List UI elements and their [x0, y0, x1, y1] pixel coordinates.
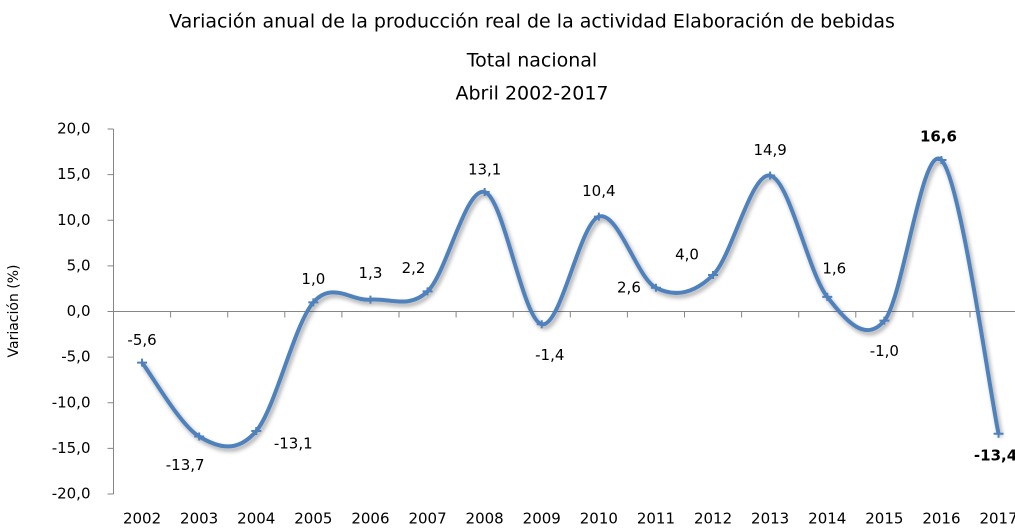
marker — [765, 171, 776, 180]
x-tick-label: 2008 — [466, 510, 504, 528]
y-axis-label: Variación (%) — [6, 265, 22, 358]
y-tick-label: 10,0 — [57, 211, 90, 229]
marker — [365, 295, 376, 304]
y-tick-label: -20,0 — [52, 485, 91, 503]
marker — [936, 156, 947, 165]
data-label: 14,9 — [753, 141, 786, 159]
x-tick-label: 2010 — [580, 510, 618, 528]
data-label: -13,1 — [274, 435, 313, 453]
line — [140, 156, 1001, 449]
marker — [536, 320, 547, 329]
marker — [194, 432, 205, 441]
x-tick-label: 2003 — [180, 510, 218, 528]
data-label: 4,0 — [675, 246, 699, 264]
marker — [479, 187, 490, 196]
y-tick-label: 0,0 — [67, 302, 91, 320]
data-label: 2,6 — [617, 278, 641, 296]
x-tick-label: 2011 — [637, 510, 675, 528]
marker — [822, 292, 833, 301]
marker — [593, 212, 604, 221]
y-tick-label: 20,0 — [57, 120, 90, 138]
data-label: 13,1 — [468, 160, 501, 178]
data-label: 2,2 — [402, 259, 426, 277]
marker — [137, 358, 148, 367]
y-tick-label: 5,0 — [67, 256, 91, 274]
chart-subtitle: Abril 2002-2017 — [455, 83, 608, 105]
data-label: 10,4 — [582, 182, 615, 200]
x-tick-label: 2012 — [694, 510, 732, 528]
y-tick-label: -10,0 — [52, 393, 91, 411]
x-tick-label: 2017 — [979, 510, 1015, 528]
data-label: -5,6 — [127, 331, 156, 349]
marker — [422, 287, 433, 296]
marker — [708, 271, 719, 279]
marker — [650, 283, 661, 292]
marker — [879, 316, 890, 325]
data-label: 1,0 — [301, 270, 325, 288]
x-tick-label: 2013 — [751, 510, 789, 528]
data-label: -13,7 — [166, 456, 205, 474]
data-label: -1,0 — [870, 342, 899, 360]
data-label: 1,3 — [359, 264, 383, 282]
chart-title: Variación anual de la producción real de… — [169, 11, 895, 33]
x-tick-label: 2007 — [408, 510, 446, 528]
y-tick-label: -5,0 — [61, 348, 90, 366]
marker — [251, 427, 262, 436]
data-label: 1,6 — [822, 259, 846, 277]
x-tick-label: 2016 — [922, 510, 960, 528]
x-tick-label: 2006 — [351, 510, 389, 528]
data-label: -1,4 — [535, 346, 564, 364]
x-tick-label: 2015 — [865, 510, 903, 528]
x-tick-label: 2005 — [294, 510, 332, 528]
x-tick-label: 2009 — [523, 510, 561, 528]
data-label: -13,4 — [974, 446, 1015, 464]
x-tick-label: 2002 — [123, 510, 161, 528]
y-tick-label: 15,0 — [57, 165, 90, 183]
x-tick-label: 2004 — [237, 510, 275, 528]
y-tick-label: -15,0 — [52, 439, 91, 457]
chart-subtitle: Total nacional — [466, 50, 597, 72]
x-tick-label: 2014 — [808, 510, 846, 528]
marker — [993, 429, 1004, 438]
marker — [308, 298, 319, 307]
data-label: 16,6 — [920, 128, 957, 146]
